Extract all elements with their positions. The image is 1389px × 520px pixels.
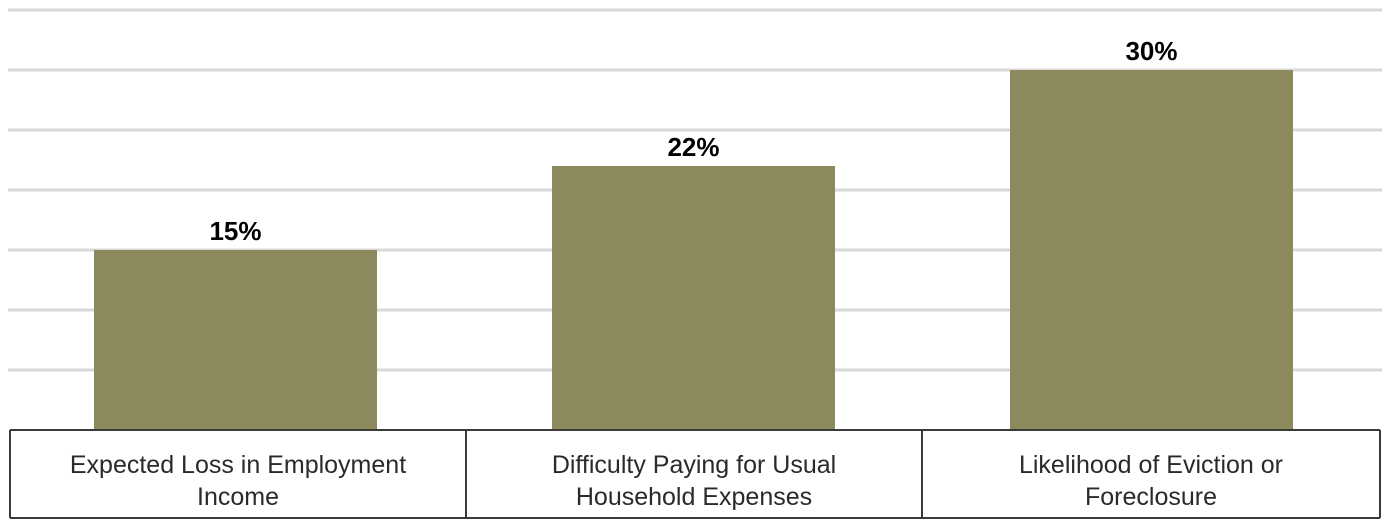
category-label: Expected Loss in Employment Income <box>70 451 406 511</box>
data-label: 15% <box>209 216 261 246</box>
category-label-line: Difficulty Paying for Usual <box>552 451 836 479</box>
category-label: Difficulty Paying for Usual Household Exp… <box>552 451 836 511</box>
bar <box>552 166 835 430</box>
data-label: 22% <box>667 132 719 162</box>
category-label-line: Likelihood of Eviction or <box>1019 451 1283 479</box>
bar <box>1010 70 1293 430</box>
data-label: 30% <box>1125 36 1177 66</box>
category-label-line: Income <box>197 483 279 511</box>
category-axis-table: Expected Loss in Employment Income Difficu… <box>9 429 1381 519</box>
category-label: Likelihood of Eviction or Foreclosure <box>1019 451 1283 511</box>
bar <box>94 250 377 430</box>
category-label-line: Foreclosure <box>1085 483 1217 511</box>
bars <box>94 70 1293 430</box>
category-label-line: Expected Loss in Employment <box>70 451 406 479</box>
data-labels: 15% 22% 30% <box>209 36 1177 246</box>
category-label-line: Household Expenses <box>576 483 812 511</box>
